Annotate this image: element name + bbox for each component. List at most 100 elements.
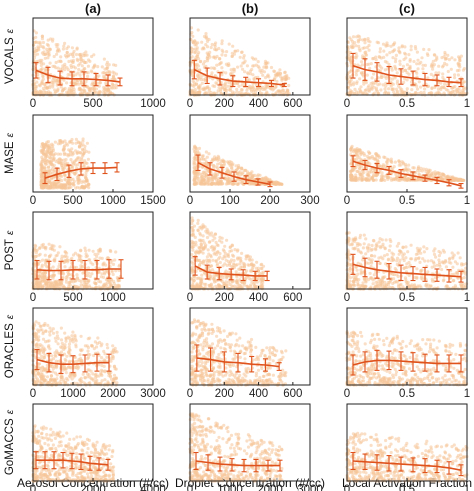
scatter-point: [55, 183, 60, 187]
scatter-point: [62, 44, 66, 48]
row-label-symbol: ε: [5, 28, 16, 33]
scatter-point: [371, 81, 375, 85]
scatter-point: [77, 156, 81, 160]
scatter-point: [247, 257, 252, 261]
scatter-point: [359, 85, 363, 89]
scatter-point: [223, 244, 227, 248]
scatter-point: [443, 50, 447, 55]
scatter-point: [51, 78, 55, 83]
scatter-point: [193, 181, 197, 185]
scatter-point: [367, 243, 371, 247]
row-label-symbol: ε: [5, 230, 16, 235]
scatter-point: [192, 91, 197, 95]
scatter-point: [394, 57, 398, 61]
scatter-point: [40, 67, 44, 71]
scatter-point: [226, 84, 230, 88]
subplot-post-b: 0 200 400 600: [187, 211, 311, 304]
scatter-point: [35, 282, 40, 286]
scatter-point: [387, 87, 391, 91]
scatter-point: [236, 171, 240, 175]
scatter-point: [432, 261, 436, 265]
scatter-point: [51, 39, 55, 43]
scatter-point: [374, 156, 378, 160]
scatter-point: [31, 262, 36, 266]
scatter-point: [372, 72, 376, 76]
scatter-point: [83, 246, 87, 250]
scatter-point: [403, 45, 407, 49]
scatter-point: [387, 248, 391, 253]
scatter-point: [354, 56, 358, 60]
scatter-point: [444, 88, 448, 92]
scatter-point: [420, 169, 424, 173]
scatter-point: [225, 167, 229, 171]
scatter-point: [455, 69, 459, 73]
scatter-point: [364, 285, 368, 289]
x-tick-label: 0: [187, 292, 193, 304]
scatter-point: [71, 60, 75, 64]
row-label: POSTε: [4, 230, 16, 270]
scatter-point: [422, 47, 426, 52]
scatter-point: [77, 253, 82, 258]
scatter-point: [108, 248, 112, 253]
scatter-point: [359, 153, 363, 157]
scatter-point: [112, 86, 116, 90]
scatter-point: [371, 178, 375, 182]
scatter-point: [373, 254, 377, 258]
scatter-point: [402, 252, 406, 256]
scatter-point: [197, 146, 202, 150]
scatter-point: [250, 267, 254, 271]
x-tick-label: 200: [215, 98, 234, 110]
scatter-point: [202, 86, 206, 90]
subplot-post-a: 0 500 1000: [30, 211, 154, 304]
scatter-point: [437, 64, 441, 68]
scatter-point: [425, 247, 429, 251]
scatter-point: [213, 74, 217, 78]
scatter-point: [409, 44, 413, 49]
scatter-point: [407, 72, 411, 76]
x-tick-label: 300: [300, 195, 319, 207]
scatter-point: [357, 44, 361, 49]
scatter-point: [404, 256, 408, 260]
scatter-point: [207, 152, 211, 156]
scatter-point: [269, 65, 274, 70]
scatter-point: [250, 262, 254, 266]
scatter-point: [242, 54, 246, 58]
mean-line: [35, 69, 121, 83]
scatter-point: [417, 256, 421, 260]
scatter-point: [235, 90, 239, 94]
scatter-point: [242, 281, 246, 285]
scatter-point: [48, 255, 52, 259]
scatter-point: [429, 173, 433, 177]
scatter-point: [83, 53, 87, 57]
scatter-point: [386, 177, 390, 181]
scatter-point: [213, 232, 217, 236]
scatter-point: [274, 84, 278, 89]
scatter-point: [75, 273, 79, 277]
x-tick-label: 1000: [140, 98, 166, 110]
scatter-point: [368, 66, 372, 70]
scatter-point: [202, 259, 206, 263]
scatter-point: [34, 31, 39, 35]
x-tick-label: 1000: [100, 195, 126, 207]
scatter-point: [190, 30, 194, 35]
scatter-point: [441, 279, 445, 283]
scatter-point: [192, 234, 196, 238]
scatter-point: [219, 87, 223, 91]
scatter-point: [42, 88, 46, 93]
scatter-point: [55, 83, 59, 87]
scatter-point: [392, 165, 396, 169]
scatter-point: [211, 164, 216, 168]
scatter-point: [215, 63, 219, 67]
scatter-point: [425, 52, 429, 56]
scatter-point: [385, 53, 389, 57]
scatter-point: [235, 87, 239, 91]
x-tick-label: 600: [283, 292, 302, 304]
scatter-point: [367, 256, 371, 261]
scatter-point: [371, 57, 375, 61]
scatter-point: [248, 69, 252, 73]
scatter-point: [362, 278, 366, 282]
scatter-point: [347, 258, 352, 262]
row-label-text: MASE: [4, 141, 16, 174]
scatter-point: [81, 186, 85, 190]
scatter-point: [48, 86, 52, 90]
